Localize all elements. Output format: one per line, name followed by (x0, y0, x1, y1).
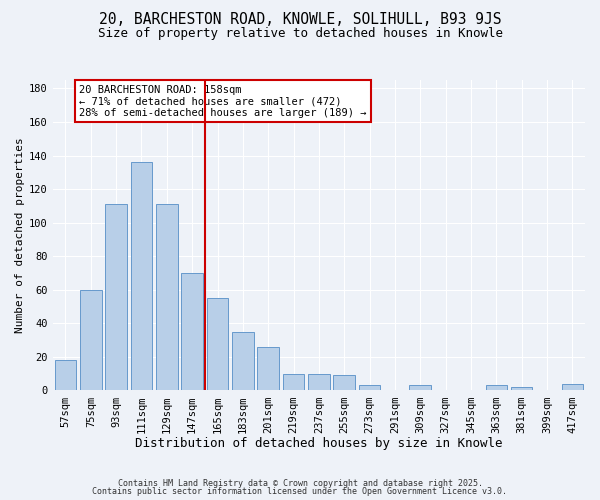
Bar (359, 386, 380, 390)
Bar (485, 386, 507, 390)
Bar (156, 204, 178, 390)
Text: 20, BARCHESTON ROAD, KNOWLE, SOLIHULL, B93 9JS: 20, BARCHESTON ROAD, KNOWLE, SOLIHULL, B… (99, 12, 501, 28)
Bar (562, 384, 583, 390)
Bar (283, 374, 304, 390)
Bar (409, 386, 431, 390)
Bar (131, 162, 152, 390)
Y-axis label: Number of detached properties: Number of detached properties (15, 138, 25, 333)
X-axis label: Distribution of detached houses by size in Knowle: Distribution of detached houses by size … (135, 437, 503, 450)
Text: Contains HM Land Registry data © Crown copyright and database right 2025.: Contains HM Land Registry data © Crown c… (118, 478, 482, 488)
Bar (55, 360, 76, 390)
Bar (334, 376, 355, 390)
Text: Contains public sector information licensed under the Open Government Licence v3: Contains public sector information licen… (92, 487, 508, 496)
Text: 20 BARCHESTON ROAD: 158sqm
← 71% of detached houses are smaller (472)
28% of sem: 20 BARCHESTON ROAD: 158sqm ← 71% of deta… (79, 84, 367, 118)
Bar (106, 204, 127, 390)
Bar (232, 332, 254, 390)
Bar (511, 387, 532, 390)
Bar (207, 298, 228, 390)
Bar (80, 290, 101, 390)
Text: Size of property relative to detached houses in Knowle: Size of property relative to detached ho… (97, 28, 503, 40)
Bar (257, 347, 279, 391)
Bar (308, 374, 329, 390)
Bar (181, 273, 203, 390)
